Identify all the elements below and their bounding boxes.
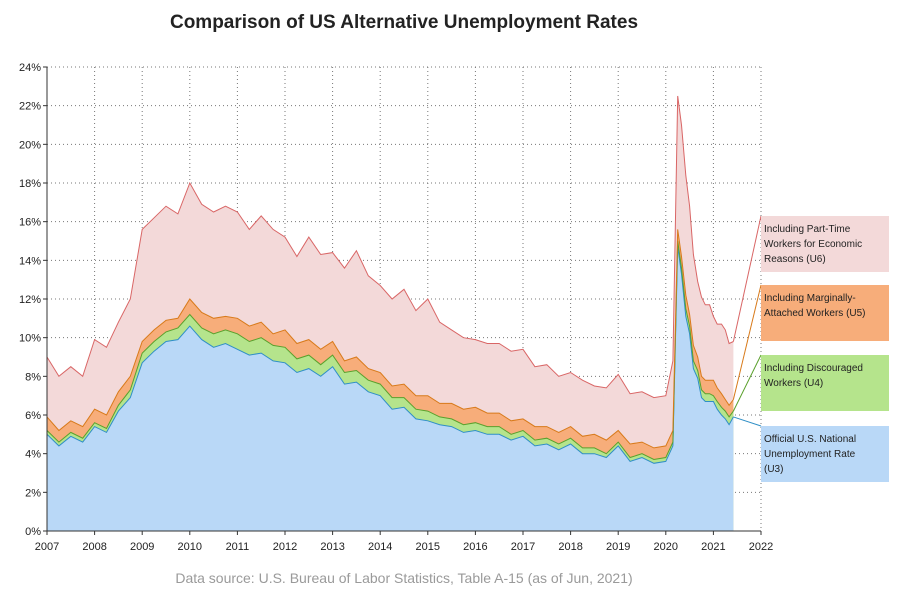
legend-leader-u3 <box>733 416 762 427</box>
series-line-3 <box>46 246 734 464</box>
x-tick-label: 2008 <box>82 541 106 553</box>
series-area-3 <box>47 246 734 532</box>
legend-text-u6: Including Part-Time <box>764 224 851 235</box>
legend-text-u5: Including Marginally- <box>764 293 856 304</box>
source-note: Data source: U.S. Bureau of Labor Statis… <box>175 570 633 586</box>
series-line-6 <box>46 95 734 399</box>
axes: 0% 2% 4% 6% 8% 10% 12% 14% 16% 18% 20% 22% 24% 2007 20… <box>19 62 773 553</box>
legend-text-u5: Attached Workers (U5) <box>764 308 866 319</box>
x-tick-label: 2007 <box>35 541 59 553</box>
legend-text-u3: (U3) <box>764 464 783 475</box>
series-line-5 <box>46 229 734 449</box>
area-layer <box>46 95 734 532</box>
y-tick-label: 20% <box>19 139 41 151</box>
x-tick-label: 2018 <box>558 541 582 553</box>
x-tick-label: 2013 <box>320 541 344 553</box>
legend-box-u6 <box>761 216 889 272</box>
y-tick-label: 18% <box>19 178 41 190</box>
y-tick-label: 24% <box>19 62 41 74</box>
legend-leader-u4 <box>732 354 762 412</box>
legend-leader-u5 <box>732 284 762 400</box>
x-tick-label: 2019 <box>606 541 630 553</box>
x-tick-label: 2022 <box>749 541 773 553</box>
y-tick-label: 4% <box>25 449 41 461</box>
x-tick-label: 2010 <box>178 541 202 553</box>
legend-box-u3 <box>761 426 889 482</box>
y-tick-label: 12% <box>19 294 41 306</box>
y-tick-label: 14% <box>19 255 41 267</box>
legend: Including Part-Time Workers for Economic R… <box>732 215 889 482</box>
legend-leader-u6 <box>732 215 762 342</box>
chart-title: Comparison of US Alternative Unemploymen… <box>169 12 639 33</box>
y-tick-label: 6% <box>25 410 41 422</box>
x-tick-label: 2009 <box>130 541 154 553</box>
legend-text-u3: Official U.S. National <box>764 434 856 445</box>
y-tick-label: 22% <box>19 101 41 113</box>
legend-text-u6: Reasons (U6) <box>764 254 826 265</box>
legend-text-u4: Workers (U4) <box>764 378 823 389</box>
y-tick-label: 16% <box>19 217 41 229</box>
x-tick-label: 2012 <box>273 541 297 553</box>
x-tick-label: 2014 <box>368 541 392 553</box>
legend-box-u5 <box>761 285 889 341</box>
legend-text-u6: Workers for Economic <box>764 239 862 250</box>
y-tick-label: 0% <box>25 526 41 538</box>
x-tick-label: 2020 <box>654 541 678 553</box>
x-tick-label: 2011 <box>226 541 250 553</box>
y-tick-label: 8% <box>25 371 41 383</box>
legend-text-u4: Including Discouraged <box>764 363 863 374</box>
y-tick-label: 10% <box>19 333 41 345</box>
x-tick-label: 2017 <box>511 541 535 553</box>
x-tick-label: 2016 <box>463 541 487 553</box>
y-tick-label: 2% <box>25 487 41 499</box>
x-tick-label: 2021 <box>701 541 725 553</box>
legend-text-u3: Unemployment Rate <box>764 449 856 460</box>
x-tick-label: 2015 <box>416 541 440 553</box>
series-line-4 <box>46 240 734 461</box>
legend-box-u4 <box>761 355 889 411</box>
